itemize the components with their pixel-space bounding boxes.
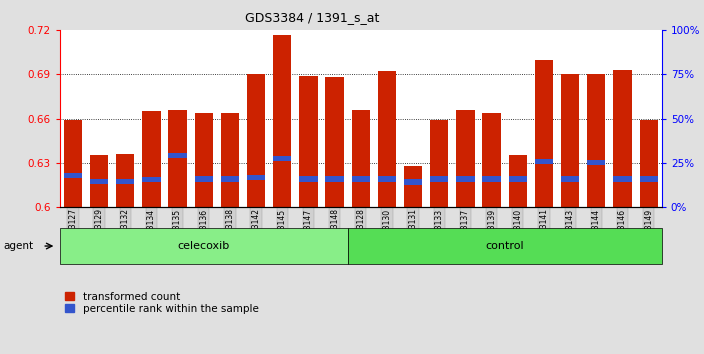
Bar bbox=[90, 179, 108, 184]
Bar bbox=[168, 153, 187, 158]
Bar bbox=[325, 177, 344, 182]
Bar bbox=[325, 77, 344, 207]
Bar bbox=[351, 110, 370, 207]
Bar bbox=[587, 160, 605, 165]
Bar bbox=[456, 110, 474, 207]
Bar bbox=[404, 179, 422, 184]
Bar bbox=[273, 34, 291, 207]
Bar bbox=[247, 74, 265, 207]
Bar bbox=[221, 177, 239, 182]
Bar bbox=[116, 154, 134, 207]
Bar bbox=[90, 155, 108, 207]
Bar bbox=[142, 177, 161, 182]
Bar bbox=[587, 74, 605, 207]
Bar bbox=[535, 59, 553, 207]
Text: GDS3384 / 1391_s_at: GDS3384 / 1391_s_at bbox=[246, 11, 380, 24]
Bar bbox=[404, 166, 422, 207]
Bar bbox=[194, 113, 213, 207]
Bar bbox=[142, 111, 161, 207]
Bar bbox=[168, 110, 187, 207]
Bar bbox=[613, 70, 631, 207]
Bar bbox=[613, 177, 631, 182]
Bar bbox=[60, 228, 348, 264]
Text: agent: agent bbox=[4, 241, 34, 251]
Bar bbox=[64, 173, 82, 178]
Bar bbox=[299, 177, 318, 182]
Bar bbox=[247, 175, 265, 180]
Bar bbox=[378, 72, 396, 207]
Bar bbox=[482, 177, 501, 182]
Bar bbox=[348, 228, 662, 264]
Bar bbox=[351, 177, 370, 182]
Bar bbox=[535, 159, 553, 164]
Bar bbox=[456, 177, 474, 182]
Bar bbox=[509, 155, 527, 207]
Text: celecoxib: celecoxib bbox=[177, 241, 230, 251]
Bar bbox=[430, 120, 448, 207]
Bar bbox=[509, 177, 527, 182]
Bar bbox=[639, 120, 658, 207]
Bar bbox=[639, 177, 658, 182]
Bar bbox=[221, 113, 239, 207]
Bar bbox=[299, 76, 318, 207]
Bar bbox=[116, 179, 134, 184]
Bar bbox=[378, 177, 396, 182]
Bar bbox=[273, 156, 291, 161]
Bar bbox=[482, 113, 501, 207]
Bar bbox=[561, 177, 579, 182]
Bar bbox=[561, 74, 579, 207]
Legend: transformed count, percentile rank within the sample: transformed count, percentile rank withi… bbox=[65, 292, 258, 314]
Bar bbox=[430, 177, 448, 182]
Bar bbox=[64, 120, 82, 207]
Bar bbox=[194, 177, 213, 182]
Text: control: control bbox=[486, 241, 524, 251]
